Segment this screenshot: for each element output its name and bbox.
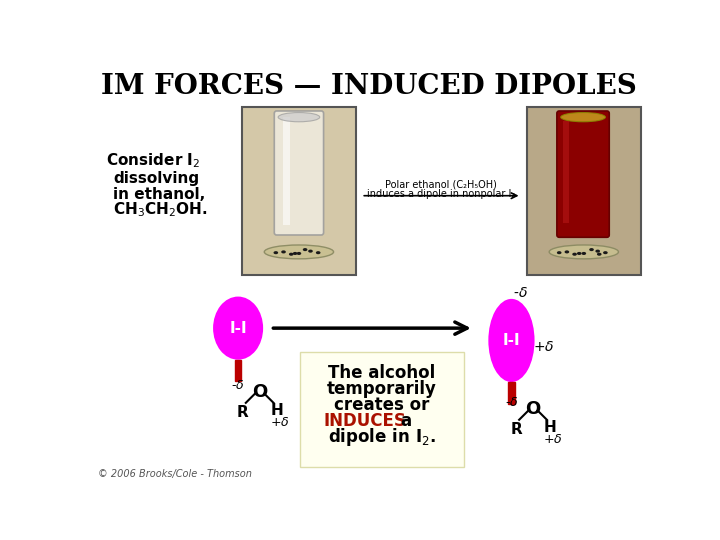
- Text: R: R: [237, 404, 248, 420]
- Ellipse shape: [557, 251, 562, 254]
- Bar: [235, 360, 241, 381]
- Bar: [527, 107, 641, 275]
- Ellipse shape: [595, 249, 600, 253]
- Ellipse shape: [564, 251, 570, 253]
- Ellipse shape: [289, 253, 294, 256]
- Text: O: O: [526, 400, 541, 418]
- Ellipse shape: [572, 253, 577, 256]
- Text: dipole in I$_2$.: dipole in I$_2$.: [328, 427, 436, 449]
- Text: H: H: [544, 420, 557, 435]
- Ellipse shape: [582, 252, 586, 255]
- Ellipse shape: [561, 112, 606, 122]
- Text: -$\delta$: -$\delta$: [231, 380, 245, 393]
- Text: Polar ethanol (C₂H₅OH): Polar ethanol (C₂H₅OH): [385, 179, 498, 189]
- Ellipse shape: [297, 252, 301, 255]
- Text: creates or: creates or: [334, 396, 430, 414]
- Text: INDUCES: INDUCES: [324, 413, 407, 430]
- Text: dissolving: dissolving: [113, 171, 199, 186]
- Text: a: a: [400, 413, 411, 430]
- Ellipse shape: [577, 252, 582, 255]
- Text: CH$_3$CH$_2$OH.: CH$_3$CH$_2$OH.: [113, 200, 208, 219]
- Ellipse shape: [274, 251, 278, 254]
- Text: R: R: [510, 422, 522, 436]
- Text: +$\delta$: +$\delta$: [544, 433, 563, 446]
- Ellipse shape: [589, 248, 594, 251]
- Text: +$\delta$: +$\delta$: [533, 340, 554, 354]
- Ellipse shape: [303, 248, 307, 251]
- Ellipse shape: [603, 251, 608, 254]
- Text: H: H: [270, 403, 283, 418]
- Bar: [508, 382, 515, 403]
- Text: IM FORCES — INDUCED DIPOLES: IM FORCES — INDUCED DIPOLES: [101, 73, 637, 100]
- Bar: [242, 107, 356, 275]
- FancyBboxPatch shape: [274, 111, 323, 235]
- Text: The alcohol: The alcohol: [328, 364, 436, 382]
- Text: -$\delta$: -$\delta$: [513, 286, 528, 300]
- Ellipse shape: [316, 251, 320, 254]
- Text: in ethanol,: in ethanol,: [113, 187, 206, 201]
- Ellipse shape: [597, 253, 601, 256]
- Ellipse shape: [549, 245, 618, 259]
- Bar: [563, 121, 570, 224]
- Ellipse shape: [308, 249, 312, 253]
- Text: I-I: I-I: [229, 321, 247, 336]
- Bar: [283, 117, 290, 225]
- Ellipse shape: [488, 299, 534, 382]
- Ellipse shape: [264, 245, 333, 259]
- Text: © 2006 Brooks/Cole - Thomson: © 2006 Brooks/Cole - Thomson: [98, 469, 252, 480]
- Ellipse shape: [282, 251, 286, 253]
- Text: -$\delta$: -$\delta$: [505, 396, 518, 409]
- Text: temporarily: temporarily: [327, 380, 437, 398]
- Text: O: O: [252, 383, 267, 401]
- Ellipse shape: [278, 112, 320, 122]
- FancyBboxPatch shape: [557, 111, 609, 237]
- Ellipse shape: [293, 252, 297, 255]
- Text: induces a dipole in nonpolar I₂: induces a dipole in nonpolar I₂: [367, 189, 516, 199]
- Text: +$\delta$: +$\delta$: [270, 416, 289, 429]
- Ellipse shape: [213, 296, 263, 360]
- FancyBboxPatch shape: [300, 352, 464, 467]
- Text: Consider I$_2$: Consider I$_2$: [106, 152, 200, 171]
- Text: I-I: I-I: [503, 333, 521, 348]
